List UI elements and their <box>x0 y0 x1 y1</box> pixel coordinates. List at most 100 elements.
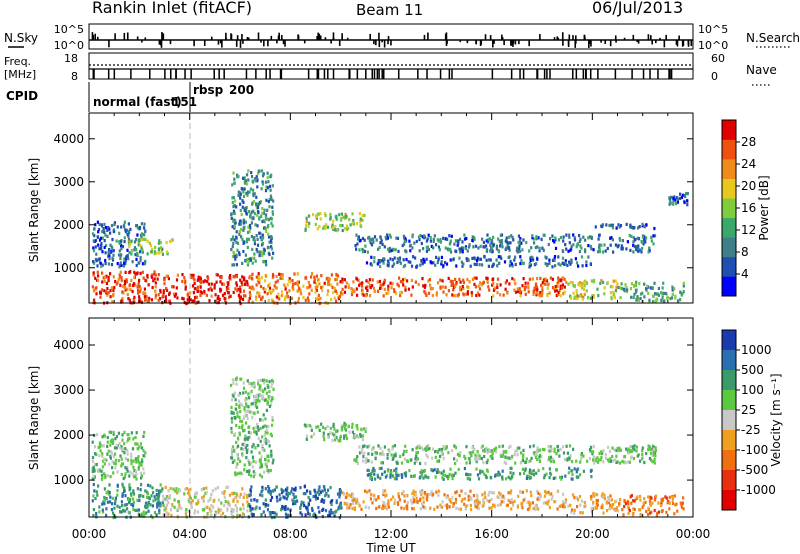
data-cell <box>262 396 265 400</box>
data-cell <box>262 502 265 506</box>
data-cell <box>467 476 470 481</box>
data-cell <box>590 279 593 283</box>
data-cell <box>393 444 396 448</box>
data-cell <box>139 471 142 475</box>
data-cell <box>144 237 147 241</box>
data-cell <box>519 262 522 266</box>
data-cell <box>128 437 131 441</box>
data-cell <box>366 250 369 254</box>
data-cell <box>173 294 176 298</box>
data-cell <box>614 279 617 283</box>
data-cell <box>286 507 289 511</box>
data-cell <box>559 263 562 267</box>
data-cell <box>403 472 406 476</box>
data-cell <box>545 472 548 476</box>
data-cell <box>374 477 377 481</box>
data-cell <box>353 498 356 502</box>
data-cell <box>444 473 447 477</box>
freq-tick-mark <box>668 69 671 79</box>
data-cell <box>539 276 542 280</box>
data-cell <box>314 497 318 501</box>
data-cell <box>101 435 104 439</box>
data-cell <box>305 437 308 441</box>
data-cell <box>127 438 130 442</box>
data-cell <box>293 495 296 499</box>
data-cell <box>243 176 246 180</box>
data-cell <box>309 491 312 495</box>
data-cell <box>570 244 573 248</box>
data-cell <box>162 503 165 508</box>
data-cell <box>137 291 140 295</box>
data-cell <box>418 446 421 450</box>
data-cell <box>379 264 382 268</box>
data-cell <box>482 245 485 249</box>
data-cell <box>521 248 524 252</box>
data-cell <box>262 236 265 240</box>
data-cell <box>271 418 274 422</box>
data-cell <box>648 499 652 503</box>
data-cell <box>122 285 125 289</box>
data-cell <box>490 506 493 510</box>
data-cell <box>122 264 126 268</box>
data-cell <box>572 291 575 295</box>
data-cell <box>143 430 146 434</box>
nsky-bar <box>590 40 592 47</box>
data-cell <box>459 288 462 292</box>
data-cell <box>420 469 423 473</box>
data-cell <box>135 224 138 228</box>
data-cell <box>243 276 246 280</box>
data-cell <box>235 283 238 287</box>
data-cell <box>510 489 513 493</box>
data-cell <box>516 449 519 453</box>
data-cell <box>401 278 405 282</box>
data-cell <box>650 510 653 514</box>
data-cell <box>226 485 230 489</box>
data-cell <box>327 494 330 498</box>
data-cell <box>267 232 270 236</box>
nsky-bar <box>92 34 95 40</box>
data-cell <box>449 247 452 251</box>
data-cell <box>232 508 235 512</box>
data-cell <box>486 451 489 455</box>
data-cell <box>116 470 119 474</box>
data-cell <box>382 257 385 261</box>
data-cell <box>583 505 586 509</box>
data-cell <box>548 505 551 510</box>
data-cell <box>247 237 251 241</box>
data-cell <box>100 477 104 481</box>
data-cell <box>686 192 689 196</box>
data-cell <box>458 247 461 251</box>
data-cell <box>361 434 364 438</box>
data-cell <box>142 471 146 475</box>
data-cell <box>661 509 664 513</box>
data-cell <box>137 240 140 245</box>
data-cell <box>456 243 459 247</box>
data-cell <box>377 495 380 499</box>
data-cell <box>651 299 655 304</box>
data-cell <box>132 500 135 504</box>
data-cell <box>241 275 244 279</box>
data-cell <box>267 298 270 302</box>
data-cell <box>259 461 262 465</box>
data-cell <box>509 259 512 264</box>
data-cell <box>653 508 656 513</box>
data-cell <box>600 243 603 247</box>
data-cell <box>412 255 415 259</box>
data-cell <box>121 447 125 451</box>
data-cell <box>424 506 427 510</box>
data-cell <box>109 454 112 458</box>
data-cell <box>222 282 226 286</box>
data-cell <box>108 248 111 252</box>
nsky-bar <box>160 40 163 48</box>
data-cell <box>653 226 656 231</box>
data-cell <box>565 280 568 284</box>
colorbar-swatch <box>722 350 736 371</box>
data-cell <box>101 271 104 275</box>
data-cell <box>264 213 267 217</box>
data-cell <box>302 296 305 300</box>
data-cell <box>661 499 664 503</box>
data-cell <box>415 459 418 463</box>
data-cell <box>237 399 241 403</box>
data-cell <box>422 504 425 509</box>
nsky-frame <box>88 23 694 50</box>
